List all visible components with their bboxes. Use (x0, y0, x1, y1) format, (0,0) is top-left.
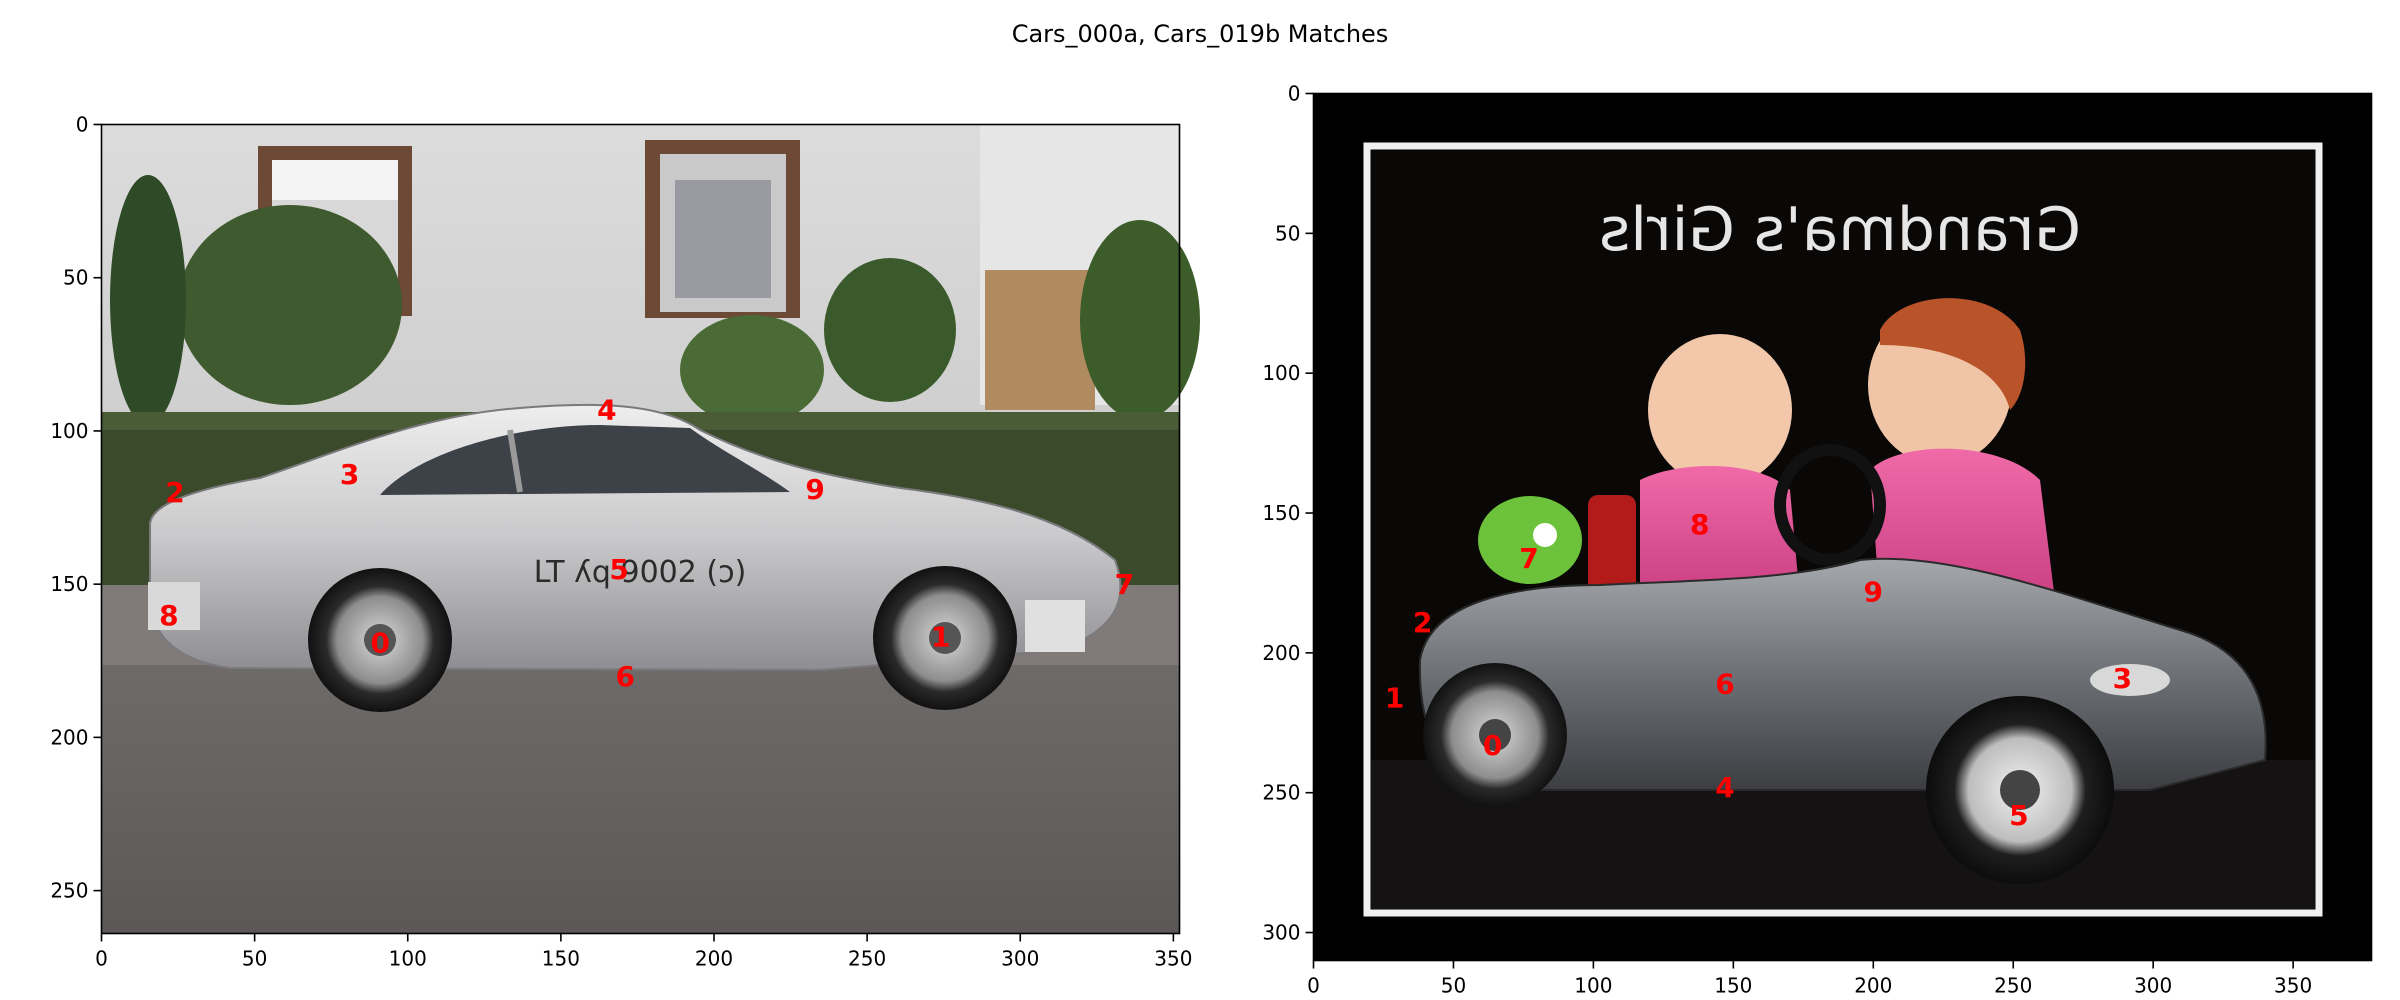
left-image-panel: LT ʎq 9002 (ɔ) 0 50 100 150 200 250 300 3500501… (50, 113, 1200, 971)
right-match-label-8: 8 (1690, 508, 1709, 541)
left-match-points: 0 1 2 3 4 5 6 7 8 9 (159, 393, 1134, 693)
right-y-tick-label: 0 (1288, 82, 1301, 106)
right-y-tick-label: 200 (1262, 641, 1300, 665)
svg-text:LT ʎq 9002 (ɔ): LT ʎq 9002 (ɔ) (534, 555, 747, 590)
left-match-label-5: 5 (609, 553, 628, 586)
right-x-tick-label: 350 (2274, 974, 2312, 998)
left-y-tick-label: 250 (50, 879, 88, 903)
left-x-tick-label: 100 (389, 947, 427, 971)
right-x-tick-label: 0 (1307, 974, 1320, 998)
left-y-tick-label: 100 (50, 419, 88, 443)
right-y-tick-label: 150 (1262, 501, 1300, 525)
left-x-tick-label: 250 (848, 947, 886, 971)
right-photo-caption: Grandma's Girls (1599, 195, 2081, 265)
right-y-tick-label: 300 (1262, 921, 1300, 945)
right-x-tick-label: 100 (1574, 974, 1612, 998)
left-match-label-1: 1 (931, 620, 950, 653)
left-match-label-9: 9 (805, 473, 824, 506)
right-match-label-9: 9 (1864, 575, 1883, 608)
right-match-points: 0 1 2 3 4 5 6 7 8 9 (1385, 508, 2132, 832)
left-match-label-4: 4 (597, 393, 616, 426)
left-match-label-7: 7 (1115, 568, 1134, 601)
right-x-tick-label: 300 (2134, 974, 2172, 998)
left-match-label-3: 3 (340, 458, 359, 491)
left-x-tick-label: 0 (95, 947, 108, 971)
right-match-label-0: 0 (1483, 729, 1502, 762)
right-match-label-5: 5 (2009, 799, 2028, 832)
left-x-tick-label: 50 (242, 947, 267, 971)
left-x-tick-label: 300 (1001, 947, 1039, 971)
left-x-tick-label: 150 (542, 947, 580, 971)
left-photo: LT ʎq 9002 (ɔ) (102, 125, 1200, 933)
right-image-panel: Grandma's Girls (1262, 82, 2373, 998)
figure-title: Cars_000a, Cars_019b Matches (1012, 20, 1389, 48)
right-axes-frame (1312, 92, 2373, 962)
right-x-tick-label: 50 (1441, 974, 1466, 998)
right-x-tick-label: 150 (1714, 974, 1752, 998)
left-x-tick-label: 350 (1154, 947, 1192, 971)
right-y-tick-label: 250 (1262, 781, 1300, 805)
left-match-label-6: 6 (615, 660, 634, 693)
right-match-label-1: 1 (1385, 682, 1404, 715)
right-match-label-4: 4 (1715, 771, 1734, 804)
right-photo: Grandma's Girls (1314, 94, 2372, 961)
left-match-label-0: 0 (370, 626, 389, 659)
right-match-label-7: 7 (1519, 542, 1538, 575)
right-x-tick-label: 200 (1854, 974, 1892, 998)
right-y-tick-label: 100 (1262, 361, 1300, 385)
right-match-label-3: 3 (2113, 662, 2132, 695)
right-match-label-2: 2 (1413, 606, 1432, 639)
left-y-tick-label: 50 (63, 266, 88, 290)
left-x-tick-label: 200 (695, 947, 733, 971)
right-y-tick-label: 50 (1275, 221, 1300, 245)
left-y-tick-label: 0 (76, 113, 89, 137)
right-match-label-6: 6 (1715, 668, 1734, 701)
left-match-label-8: 8 (159, 599, 178, 632)
left-y-tick-label: 200 (50, 725, 88, 749)
left-match-label-2: 2 (165, 476, 184, 509)
left-axes-frame (100, 123, 1181, 935)
left-y-tick-label: 150 (50, 572, 88, 596)
right-x-tick-label: 250 (1994, 974, 2032, 998)
